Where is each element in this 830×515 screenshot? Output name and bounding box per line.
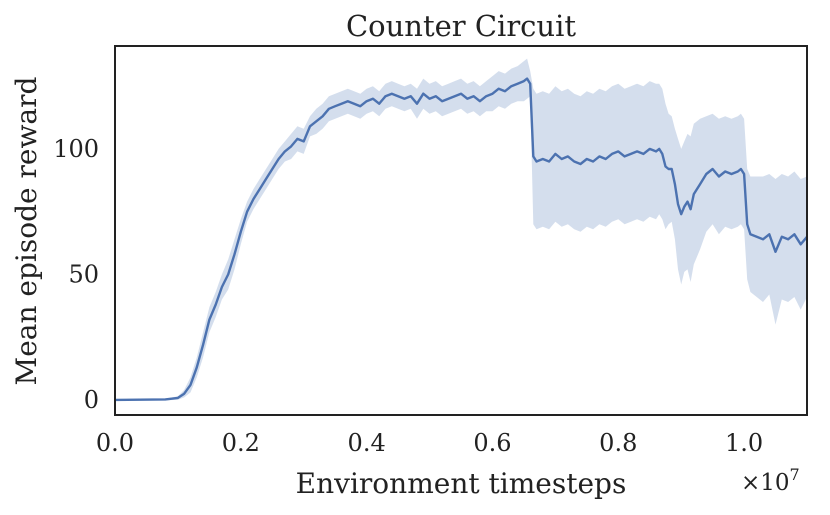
x-tick-label: 1.0: [725, 429, 763, 457]
mean-reward-line: [114, 77, 808, 402]
x-tick-label: 0.8: [599, 429, 637, 457]
y-tick-label: 0: [84, 386, 99, 414]
chart-title: Counter Circuit: [346, 9, 576, 43]
y-tick-label: 100: [53, 135, 99, 163]
y-axis-ticks: 0 50 100: [53, 135, 99, 414]
x-axis-ticks: 0.0 0.2 0.4 0.6 0.8 1.0: [96, 429, 763, 457]
plot-area: [114, 58, 808, 402]
x-tick-label: 0.4: [348, 429, 386, 457]
y-axis-label: Mean episode reward: [10, 77, 43, 386]
y-tick-label: 50: [68, 260, 99, 288]
x-tick-label: 0.2: [222, 429, 260, 457]
x-tick-label: 0.0: [96, 429, 134, 457]
x-axis-offset-label: ×107: [741, 465, 800, 496]
x-axis-label: Environment timesteps: [296, 467, 627, 500]
confidence-band: [115, 58, 807, 401]
plot-frame: [114, 45, 808, 416]
x-tick-label: 0.6: [473, 429, 511, 457]
